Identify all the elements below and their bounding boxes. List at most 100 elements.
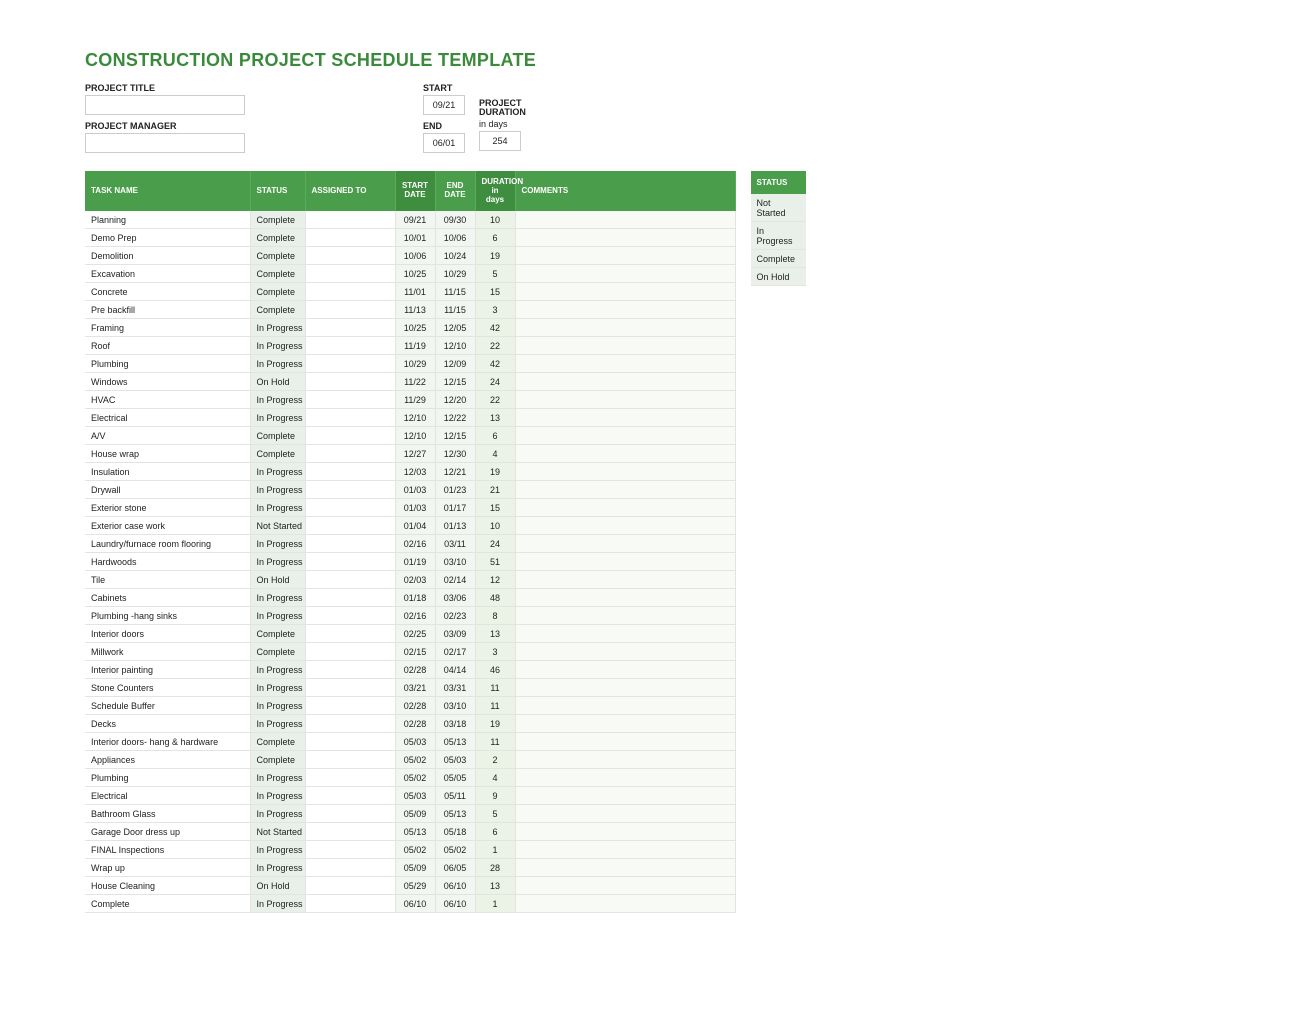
cell-assigned[interactable]: [305, 265, 395, 283]
cell-task[interactable]: Demo Prep: [85, 229, 250, 247]
cell-comments[interactable]: [515, 571, 735, 589]
cell-start[interactable]: 10/01: [395, 229, 435, 247]
cell-status[interactable]: On Hold: [250, 373, 305, 391]
cell-status[interactable]: Complete: [250, 733, 305, 751]
cell-task[interactable]: Framing: [85, 319, 250, 337]
cell-end[interactable]: 12/30: [435, 445, 475, 463]
cell-status[interactable]: Not Started: [250, 823, 305, 841]
table-row[interactable]: PlumbingIn Progress10/2912/0942: [85, 355, 735, 373]
table-row[interactable]: House CleaningOn Hold05/2906/1013: [85, 877, 735, 895]
cell-task[interactable]: Appliances: [85, 751, 250, 769]
cell-assigned[interactable]: [305, 895, 395, 913]
cell-assigned[interactable]: [305, 877, 395, 895]
cell-status[interactable]: Complete: [250, 229, 305, 247]
cell-comments[interactable]: [515, 265, 735, 283]
cell-start[interactable]: 03/21: [395, 679, 435, 697]
cell-status[interactable]: Complete: [250, 265, 305, 283]
col-status[interactable]: STATUS: [250, 171, 305, 211]
cell-assigned[interactable]: [305, 211, 395, 229]
cell-duration[interactable]: 3: [475, 301, 515, 319]
cell-status[interactable]: In Progress: [250, 607, 305, 625]
cell-start[interactable]: 10/25: [395, 265, 435, 283]
cell-assigned[interactable]: [305, 823, 395, 841]
table-row[interactable]: Stone CountersIn Progress03/2103/3111: [85, 679, 735, 697]
table-row[interactable]: Garage Door dress upNot Started05/1305/1…: [85, 823, 735, 841]
cell-start[interactable]: 12/10: [395, 427, 435, 445]
cell-end[interactable]: 09/30: [435, 211, 475, 229]
cell-task[interactable]: Stone Counters: [85, 679, 250, 697]
cell-end[interactable]: 05/18: [435, 823, 475, 841]
cell-assigned[interactable]: [305, 517, 395, 535]
cell-duration[interactable]: 19: [475, 247, 515, 265]
cell-duration[interactable]: 2: [475, 751, 515, 769]
cell-duration[interactable]: 11: [475, 679, 515, 697]
cell-assigned[interactable]: [305, 373, 395, 391]
cell-task[interactable]: Garage Door dress up: [85, 823, 250, 841]
cell-end[interactable]: 03/06: [435, 589, 475, 607]
cell-comments[interactable]: [515, 697, 735, 715]
cell-status[interactable]: In Progress: [250, 481, 305, 499]
table-row[interactable]: DemolitionComplete10/0610/2419: [85, 247, 735, 265]
cell-comments[interactable]: [515, 625, 735, 643]
cell-start[interactable]: 12/10: [395, 409, 435, 427]
cell-status[interactable]: In Progress: [250, 769, 305, 787]
cell-duration[interactable]: 4: [475, 445, 515, 463]
cell-status[interactable]: In Progress: [250, 499, 305, 517]
cell-end[interactable]: 03/10: [435, 697, 475, 715]
cell-duration[interactable]: 19: [475, 715, 515, 733]
cell-start[interactable]: 10/06: [395, 247, 435, 265]
cell-end[interactable]: 03/18: [435, 715, 475, 733]
table-row[interactable]: MillworkComplete02/1502/173: [85, 643, 735, 661]
cell-assigned[interactable]: [305, 409, 395, 427]
cell-comments[interactable]: [515, 337, 735, 355]
cell-start[interactable]: 11/01: [395, 283, 435, 301]
cell-comments[interactable]: [515, 283, 735, 301]
table-row[interactable]: PlumbingIn Progress05/0205/054: [85, 769, 735, 787]
cell-end[interactable]: 05/02: [435, 841, 475, 859]
cell-assigned[interactable]: [305, 355, 395, 373]
cell-status[interactable]: In Progress: [250, 355, 305, 373]
cell-task[interactable]: Insulation: [85, 463, 250, 481]
cell-end[interactable]: 03/11: [435, 535, 475, 553]
cell-start[interactable]: 01/04: [395, 517, 435, 535]
cell-assigned[interactable]: [305, 643, 395, 661]
cell-assigned[interactable]: [305, 751, 395, 769]
cell-comments[interactable]: [515, 661, 735, 679]
cell-status[interactable]: In Progress: [250, 859, 305, 877]
cell-start[interactable]: 11/13: [395, 301, 435, 319]
cell-comments[interactable]: [515, 805, 735, 823]
cell-duration[interactable]: 15: [475, 283, 515, 301]
cell-start[interactable]: 06/10: [395, 895, 435, 913]
cell-status[interactable]: In Progress: [250, 787, 305, 805]
cell-end[interactable]: 02/14: [435, 571, 475, 589]
cell-comments[interactable]: [515, 679, 735, 697]
cell-duration[interactable]: 46: [475, 661, 515, 679]
cell-assigned[interactable]: [305, 247, 395, 265]
cell-task[interactable]: Windows: [85, 373, 250, 391]
cell-end[interactable]: 12/09: [435, 355, 475, 373]
cell-end[interactable]: 10/29: [435, 265, 475, 283]
cell-duration[interactable]: 1: [475, 895, 515, 913]
cell-duration[interactable]: 42: [475, 319, 515, 337]
cell-end[interactable]: 05/13: [435, 805, 475, 823]
table-row[interactable]: Interior doorsComplete02/2503/0913: [85, 625, 735, 643]
cell-comments[interactable]: [515, 643, 735, 661]
cell-comments[interactable]: [515, 301, 735, 319]
cell-start[interactable]: 01/18: [395, 589, 435, 607]
cell-duration[interactable]: 24: [475, 373, 515, 391]
cell-status[interactable]: In Progress: [250, 589, 305, 607]
cell-comments[interactable]: [515, 229, 735, 247]
cell-end[interactable]: 03/09: [435, 625, 475, 643]
cell-status[interactable]: In Progress: [250, 409, 305, 427]
table-row[interactable]: Plumbing -hang sinksIn Progress02/1602/2…: [85, 607, 735, 625]
cell-comments[interactable]: [515, 733, 735, 751]
project-title-input[interactable]: [85, 95, 245, 115]
cell-status[interactable]: On Hold: [250, 877, 305, 895]
cell-assigned[interactable]: [305, 571, 395, 589]
cell-task[interactable]: Concrete: [85, 283, 250, 301]
cell-duration[interactable]: 5: [475, 805, 515, 823]
cell-duration[interactable]: 42: [475, 355, 515, 373]
cell-assigned[interactable]: [305, 805, 395, 823]
cell-end[interactable]: 12/10: [435, 337, 475, 355]
cell-status[interactable]: In Progress: [250, 841, 305, 859]
